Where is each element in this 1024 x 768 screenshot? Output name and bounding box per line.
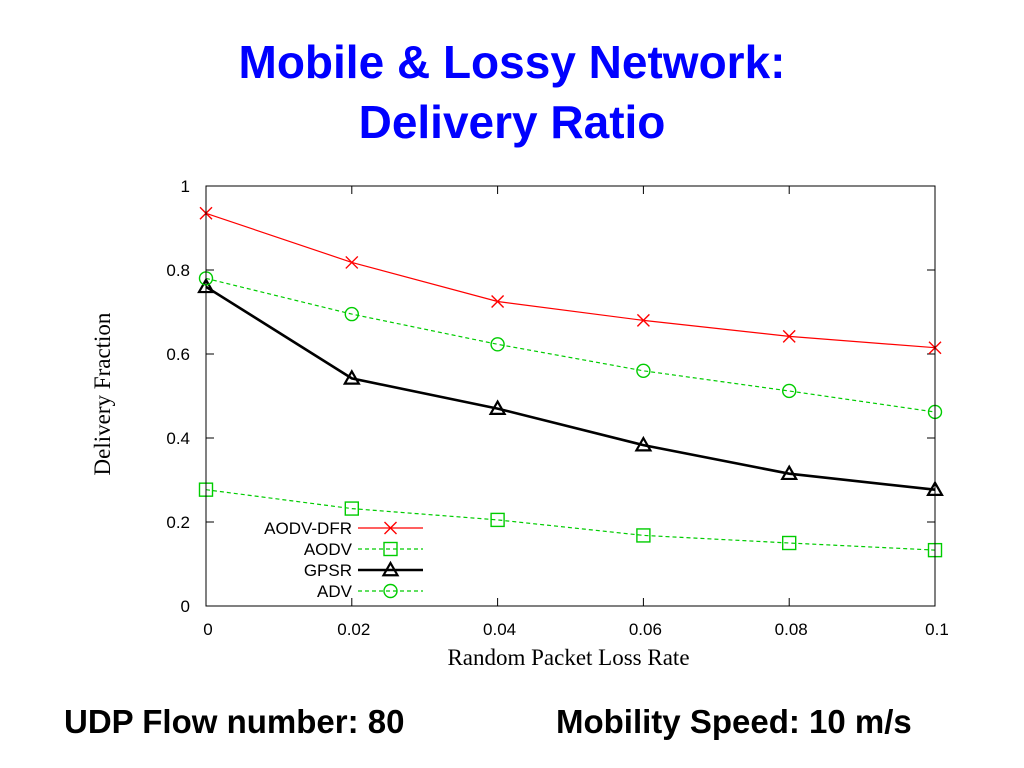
- y-axis-label: Delivery Fraction: [90, 312, 115, 475]
- legend-label-adv: ADV: [317, 582, 353, 601]
- slide-title-line-1: Mobile & Lossy Network:: [238, 36, 786, 88]
- data-point-gpsr: [780, 464, 799, 481]
- legend-label-aodv-dfr: AODV-DFR: [264, 519, 352, 538]
- data-point-aodv-dfr: [345, 255, 359, 269]
- x-tick-label: 0.06: [629, 620, 662, 639]
- legend-label-gpsr: GPSR: [304, 561, 352, 580]
- data-point-adv: [344, 306, 359, 322]
- legend-entry-adv: ADV: [317, 582, 423, 601]
- data-point-gpsr: [634, 435, 653, 452]
- x-tick-label: 0: [203, 620, 212, 639]
- series-line-adv: [205, 277, 936, 413]
- data-point-aodv: [782, 535, 797, 551]
- y-tick-label: 0.4: [166, 429, 190, 448]
- data-point-aodv: [344, 501, 359, 516]
- data-point-aodv-dfr: [636, 313, 650, 327]
- x-tick-label: 0.08: [775, 620, 808, 639]
- legend-entry-gpsr: GPSR: [304, 560, 423, 580]
- data-point-adv: [490, 337, 505, 352]
- legend-marker-aodv: [383, 541, 398, 557]
- series-aodv-dfr: [199, 206, 942, 355]
- data-point-gpsr: [342, 369, 361, 385]
- x-tick-label: 0.04: [483, 620, 516, 639]
- data-point-aodv-dfr: [491, 295, 505, 308]
- y-tick-label: 0.8: [166, 261, 190, 280]
- legend: AODV-DFR AODV GPSR ADV: [264, 519, 423, 601]
- series-gpsr: [197, 277, 944, 497]
- data-point-adv: [782, 383, 797, 399]
- series-lines: [197, 206, 944, 558]
- y-tick-label: 0: [181, 597, 190, 616]
- y-tick-label: 1: [181, 177, 190, 196]
- y-tick-label: 0.6: [166, 345, 190, 364]
- legend-marker-adv: [383, 583, 398, 599]
- mobility-speed-note: Mobility Speed: 10 m/s: [556, 703, 912, 740]
- legend-label-aodv: AODV: [304, 540, 353, 559]
- series-aodv: [198, 482, 943, 558]
- legend-marker-gpsr: [381, 560, 400, 577]
- data-point-aodv: [636, 528, 651, 543]
- series-line-aodv-dfr: [205, 212, 936, 349]
- slide-title-line-2: Delivery Ratio: [358, 96, 666, 148]
- legend-marker-aodv-dfr: [384, 521, 397, 535]
- data-point-aodv-dfr: [782, 329, 796, 343]
- udp-flow-number-note: UDP Flow number: 80: [64, 703, 405, 740]
- x-axis-label: Random Packet Loss Rate: [447, 645, 689, 670]
- x-tick-label: 0.02: [337, 620, 370, 639]
- tick-labels: 0 0.2 0.4 0.6 0.8 1 0 0.02 0.04 0.06 0.08 0.1: [166, 177, 948, 639]
- x-tick-label: 0.1: [925, 620, 949, 639]
- data-point-gpsr: [488, 399, 507, 415]
- series-line-gpsr: [205, 285, 936, 491]
- data-point-adv: [636, 363, 651, 378]
- legend-entry-aodv: AODV: [304, 540, 423, 559]
- series-line-aodv: [205, 489, 936, 551]
- legend-entry-aodv-dfr: AODV-DFR: [264, 519, 423, 538]
- y-tick-label: 0.2: [166, 513, 190, 532]
- plot-frame: [205, 185, 936, 607]
- series-adv: [198, 271, 943, 420]
- data-point-aodv: [490, 512, 505, 528]
